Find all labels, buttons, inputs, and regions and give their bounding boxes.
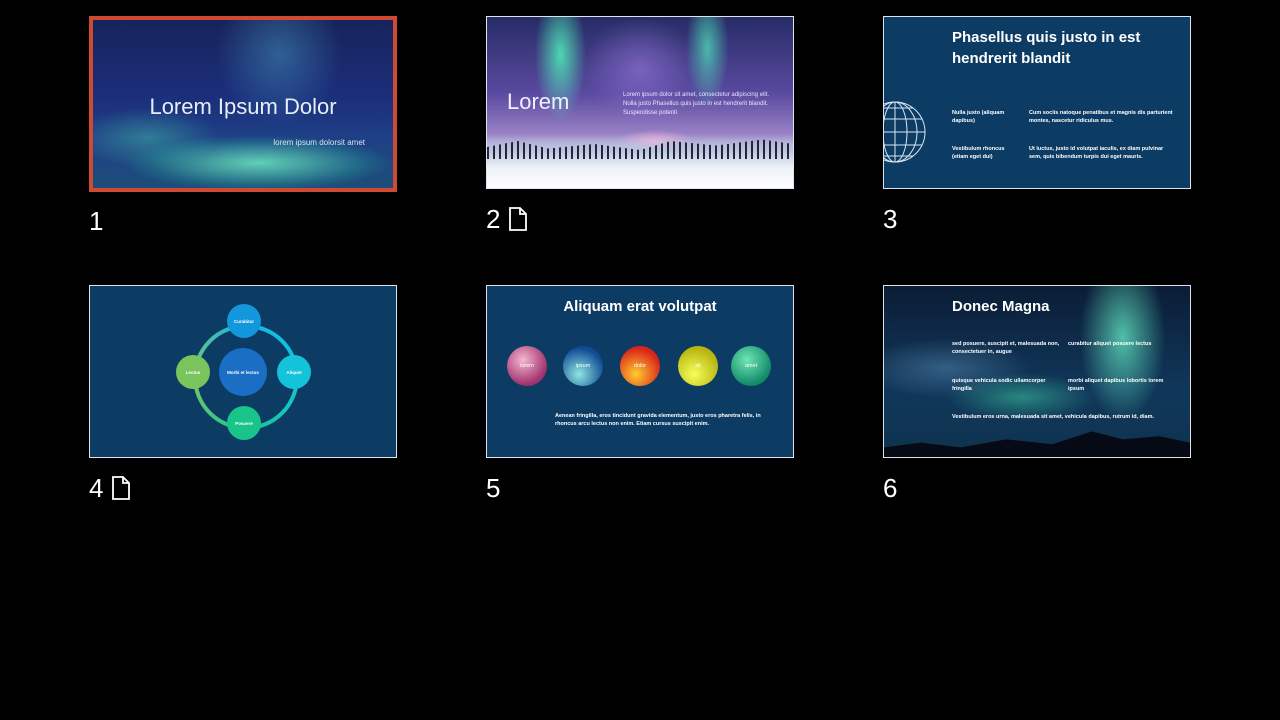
sphere-lorem: lorem: [507, 346, 547, 386]
slide-6-cell: Vestibulum eros urna, malesuada sit amet…: [952, 414, 1155, 420]
slide-2-treeline: [487, 139, 793, 159]
slide-number-5: 5: [486, 473, 501, 503]
cycle-node: Curabitur: [227, 304, 261, 338]
globe-icon: [884, 101, 926, 163]
slide-6-mountains: [884, 431, 1190, 457]
slide-1-subtitle: lorem ipsum dolorsit amet: [273, 138, 365, 147]
sphere-sit: sit: [678, 346, 718, 386]
slide-number-3: 3: [883, 204, 898, 234]
slide-thumbnail-6[interactable]: Donec Magna sed posuere, suscipit et, ma…: [883, 285, 1191, 458]
slide-3-title: Phasellus quis justo in est hendrerit bl…: [952, 29, 1141, 67]
slide-1-title: Lorem Ipsum Dolor: [149, 94, 337, 119]
cycle-center-node: Morbi et lectus: [219, 348, 267, 396]
slide-thumbnail-4[interactable]: Morbi et lectus Curabitur Aliquet Posuer…: [89, 285, 397, 458]
slide-number-row-2: 2: [486, 204, 528, 234]
slide-3-cell: Vestibulum rhoncus (etiam eget dui): [952, 146, 1005, 160]
document-icon[interactable]: [508, 207, 528, 231]
slide-number-row-6: 6: [883, 473, 897, 503]
slide-3-canvas: Phasellus quis justo in est hendrerit bl…: [884, 17, 1190, 188]
slide-3-cell: Cum sociis natoque penatibus et magnis d…: [1029, 110, 1173, 124]
slide-thumbnail-5[interactable]: Aliquam erat volutpat lorem ipsum dolor …: [486, 285, 794, 458]
document-icon[interactable]: [111, 476, 131, 500]
slide-thumbnail-1[interactable]: Lorem Ipsum Dolor lorem ipsum dolorsit a…: [89, 16, 397, 192]
slide-6-canvas: Donec Magna sed posuere, suscipit et, ma…: [884, 286, 1190, 457]
sphere-dolor: dolor: [620, 346, 660, 386]
slide-6-title: Donec Magna: [952, 298, 1050, 315]
slide-5-canvas: Aliquam erat volutpat lorem ipsum dolor …: [487, 286, 793, 457]
slide-5-title: Aliquam erat volutpat: [563, 298, 717, 315]
slide-thumbnail-2[interactable]: Lorem Lorem ipsum dolor sit amet, consec…: [486, 16, 794, 189]
slide-6-cell: sed posuere, suscipit et, malesuada non,…: [952, 341, 1060, 355]
slide-1-canvas: Lorem Ipsum Dolor lorem ipsum dolorsit a…: [93, 20, 393, 188]
cycle-node: Aliquet: [277, 355, 311, 389]
slide-6-cell: quisque vehicula sodic ullamcorper fring…: [952, 378, 1046, 392]
slide-2-title: Lorem: [507, 89, 570, 114]
sphere-ipsum: ipsum: [563, 346, 603, 386]
slide-2-canvas: Lorem Lorem ipsum dolor sit amet, consec…: [487, 17, 793, 188]
cycle-node: Lectus: [176, 355, 210, 389]
slide-number-row-5: 5: [486, 473, 500, 503]
slide-6-cell: curabitur aliquet posuere lectus: [1068, 341, 1152, 347]
slide-number-4: 4: [89, 473, 104, 503]
slide-number-row-4: 4: [89, 473, 131, 503]
slide-3-cell: Nulla justo (aliquam dapibus): [952, 110, 1005, 124]
slide-4-canvas: Morbi et lectus Curabitur Aliquet Posuer…: [90, 286, 396, 457]
sphere-amet: amet: [731, 346, 771, 386]
slide-5-body: Aenean fringilla, eros tincidunt gravida…: [555, 413, 761, 427]
cycle-node: Posuere: [227, 406, 261, 440]
slide-2-body: Lorem ipsum dolor sit amet, consectetur …: [623, 92, 770, 116]
slide-number-row-1: 1: [89, 206, 103, 236]
slide-number-row-3: 3: [883, 204, 897, 234]
slide-thumbnail-3[interactable]: Phasellus quis justo in est hendrerit bl…: [883, 16, 1191, 189]
slide-number-6: 6: [883, 473, 898, 503]
slide-6-cell: morbi aliquet dapibus lobortis lorem ips…: [1068, 378, 1164, 392]
slide-3-cell: Ut luctus, justo id volutpat iaculis, ex…: [1029, 146, 1164, 160]
slide-number-2: 2: [486, 204, 501, 234]
slide-number-1: 1: [89, 206, 104, 236]
